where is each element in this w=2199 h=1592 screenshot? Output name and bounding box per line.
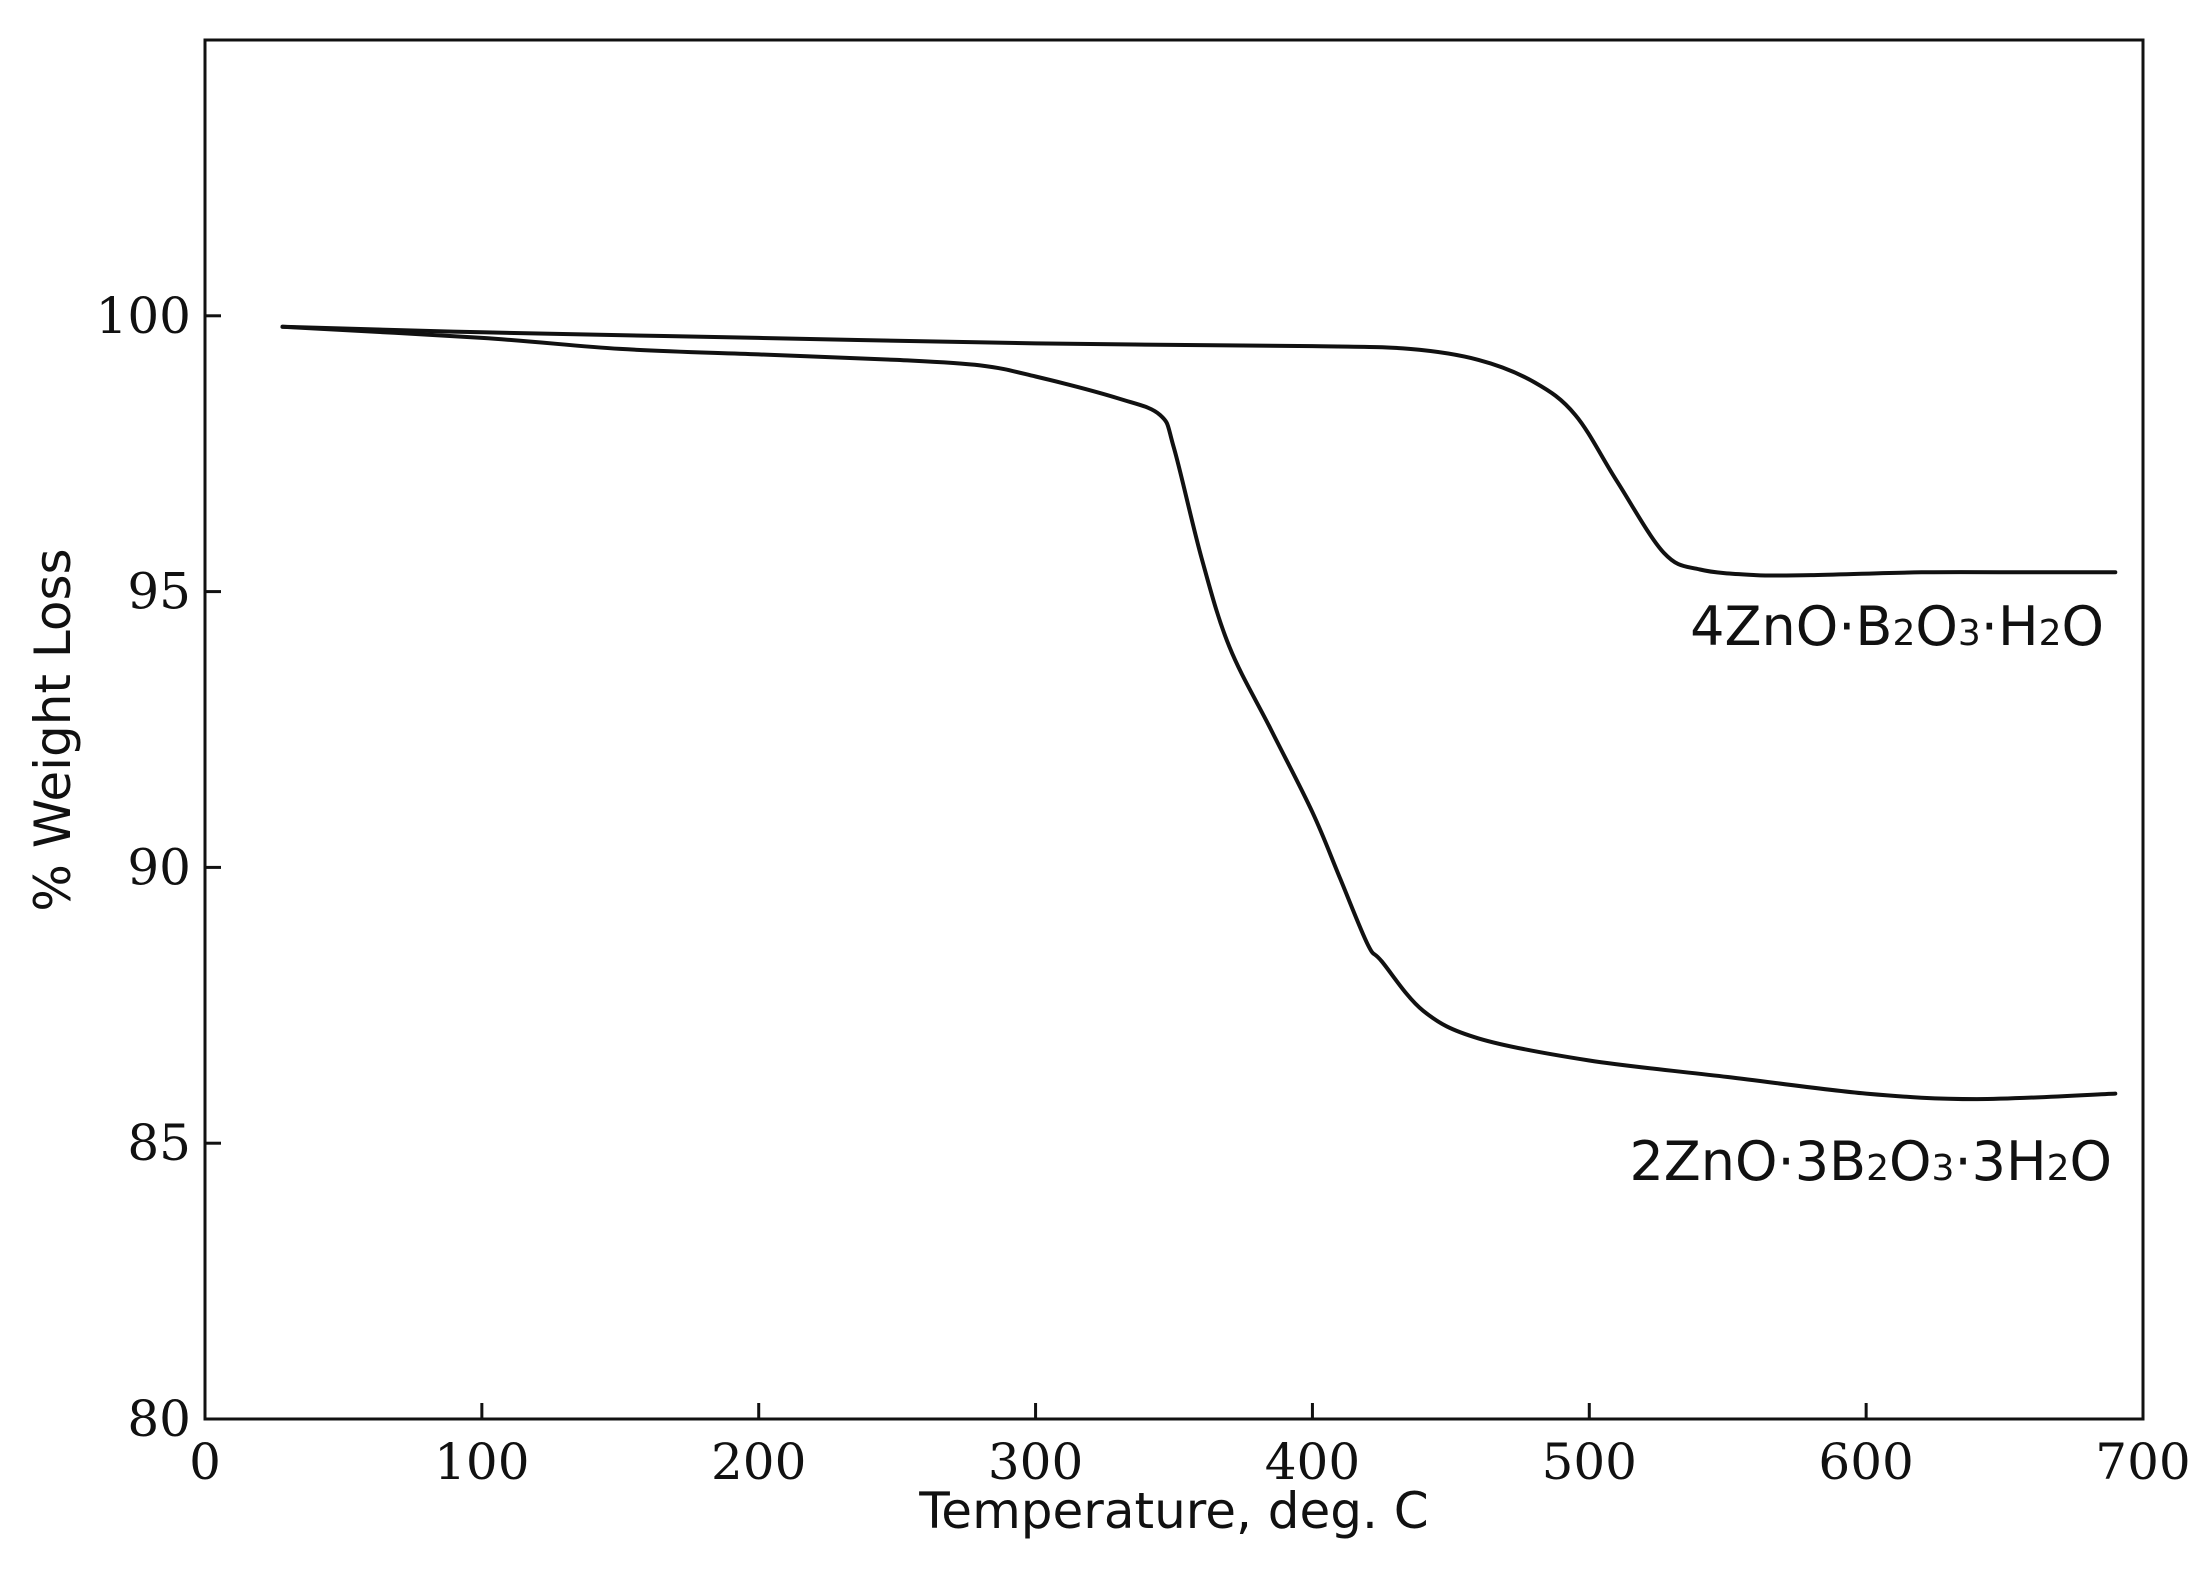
plot-frame	[203, 38, 2145, 1421]
x-axis-label: Temperature, deg. C	[918, 1482, 1428, 1540]
label-segment: 2ZnO·3B	[1629, 1130, 1866, 1193]
x-tick-label: 400	[1265, 1433, 1360, 1491]
label-subscript: 2	[1866, 1148, 1889, 1189]
label-subscript: 2	[1892, 613, 1915, 654]
x-tick-label: 500	[1542, 1433, 1637, 1491]
series-lines	[280, 324, 2118, 1102]
x-tick-label: 600	[1818, 1433, 1913, 1491]
label-subscript: 3	[1932, 1148, 1955, 1189]
x-tick-label: 100	[434, 1433, 529, 1491]
label-segment: O	[2061, 595, 2104, 658]
y-tick-label: 80	[127, 1390, 191, 1448]
x-tick-label: 200	[711, 1433, 806, 1491]
label-segment: ·H	[1981, 595, 2039, 658]
axis-ticks: 0 100 200 300 400 500 600 700 80 85 90 95 100	[96, 287, 2191, 1491]
x-tick-label: 300	[988, 1433, 1083, 1491]
series-label-1: 4ZnO·B2O3·H2O	[1690, 595, 2104, 658]
y-axis-label: % Weight Loss	[24, 548, 82, 911]
label-segment: O	[2069, 1130, 2112, 1193]
y-tick-label: 85	[127, 1114, 191, 1172]
label-subscript: 2	[2039, 613, 2062, 654]
label-segment: O	[1915, 595, 1958, 658]
y-tick-label: 90	[127, 838, 191, 896]
label-segment: O	[1889, 1130, 1932, 1193]
label-segment: ·3H	[1954, 1130, 2046, 1193]
label-segment: 4ZnO·B	[1690, 595, 1892, 658]
label-subscript: 2	[2047, 1148, 2070, 1189]
series-line-1	[280, 324, 2118, 578]
series-line-2	[280, 324, 2118, 1102]
x-tick-label: 700	[2095, 1433, 2190, 1491]
x-tick-label: 0	[189, 1433, 221, 1491]
label-subscript: 3	[1958, 613, 1981, 654]
series-label-2: 2ZnO·3B2O3·3H2O	[1629, 1130, 2112, 1193]
y-tick-label: 95	[127, 563, 191, 621]
y-tick-label: 100	[96, 287, 191, 345]
